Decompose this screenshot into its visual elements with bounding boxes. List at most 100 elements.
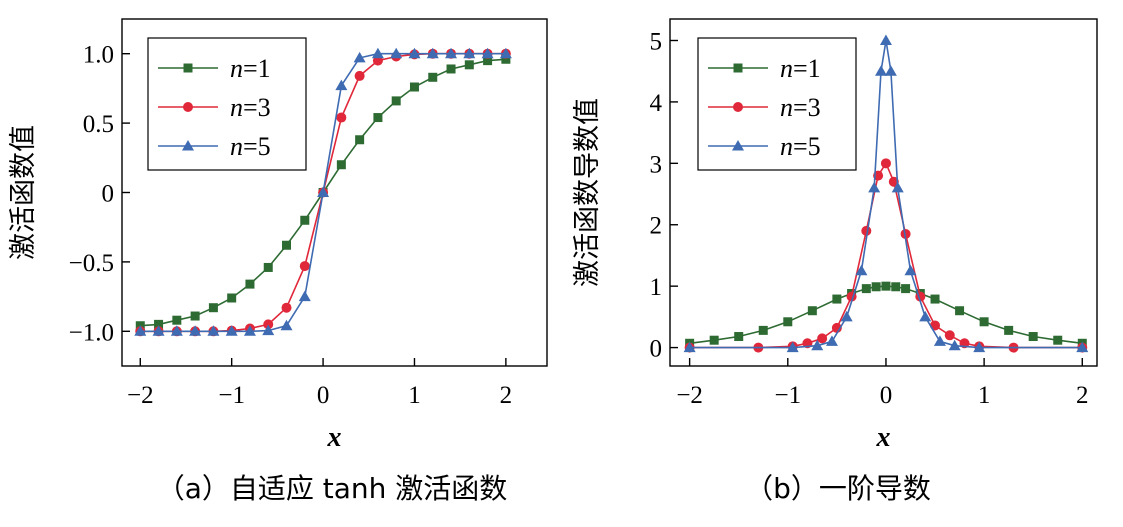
- legend-box: [697, 37, 857, 171]
- data-point: [948, 339, 961, 351]
- legend-marker: [182, 140, 194, 151]
- data-point: [1076, 341, 1089, 353]
- data-point: [868, 181, 881, 193]
- data-point: [955, 306, 965, 316]
- x-tick-label: −2: [676, 382, 703, 409]
- data-point: [683, 341, 696, 353]
- legend-label: n=5: [780, 132, 821, 161]
- data-point: [134, 325, 147, 336]
- data-point: [189, 325, 202, 336]
- y-tick-label: 1.0: [83, 42, 114, 69]
- axis-frame: [669, 18, 1098, 367]
- data-point: [734, 332, 744, 342]
- data-point: [904, 264, 917, 276]
- legend-label: n=3: [230, 93, 271, 122]
- data-point: [875, 65, 888, 76]
- data-point: [263, 262, 273, 272]
- data-point: [243, 325, 256, 336]
- data-point: [919, 310, 932, 322]
- data-point: [208, 303, 218, 313]
- data-point: [428, 72, 438, 82]
- data-point: [891, 181, 904, 193]
- y-tick-label: −0.5: [69, 250, 114, 277]
- legend-marker: [733, 63, 743, 73]
- data-point: [408, 47, 421, 59]
- y-tick-label: 0.5: [83, 111, 114, 138]
- data-point: [1028, 332, 1038, 342]
- data-point: [786, 341, 799, 353]
- data-point: [901, 284, 911, 294]
- data-point: [817, 333, 828, 344]
- y-tick-label: 0: [102, 181, 115, 208]
- data-point: [170, 325, 183, 336]
- data-point: [172, 315, 182, 325]
- data-point: [353, 51, 366, 63]
- y-tick-label: 1: [650, 274, 663, 301]
- data-point: [409, 82, 419, 92]
- data-point: [225, 325, 238, 336]
- legend-marker: [732, 140, 744, 151]
- data-point: [280, 319, 293, 331]
- data-point: [861, 225, 872, 236]
- y-tick-label: 2: [650, 213, 663, 240]
- y-tick-label: 5: [650, 28, 663, 55]
- data-point: [871, 282, 881, 292]
- legend: n=1 n=3 n=5: [697, 37, 857, 171]
- data-point: [930, 294, 940, 304]
- data-point: [832, 294, 842, 304]
- data-point: [855, 264, 868, 276]
- legend-marker: [183, 102, 193, 112]
- data-point: [282, 240, 292, 250]
- data-point: [880, 158, 891, 169]
- data-point: [207, 325, 220, 336]
- data-point: [354, 70, 365, 81]
- legend-label: n=1: [780, 54, 821, 83]
- data-point: [464, 60, 474, 70]
- data-point: [263, 319, 274, 330]
- data-point: [884, 65, 897, 76]
- data-point: [933, 335, 946, 346]
- series-n=5: [683, 34, 1089, 353]
- data-point: [881, 281, 891, 291]
- data-point: [1053, 335, 1063, 345]
- data-point: [299, 261, 310, 272]
- data-point: [227, 293, 237, 303]
- data-point: [335, 79, 348, 91]
- x-tick-label: −1: [774, 382, 801, 409]
- data-point: [825, 335, 838, 346]
- legend-box: [147, 37, 307, 171]
- data-point: [463, 47, 476, 59]
- data-point: [481, 47, 494, 59]
- x-axis-label: x: [876, 422, 891, 453]
- data-point: [336, 160, 346, 170]
- data-point: [861, 284, 871, 294]
- data-point: [426, 47, 439, 59]
- y-tick-label: −1.0: [69, 319, 114, 346]
- data-point: [483, 56, 493, 66]
- chart-caption: （b）一阶导数: [745, 472, 931, 505]
- x-tick-label: −2: [127, 382, 154, 409]
- data-point: [298, 290, 311, 302]
- x-tick-label: 2: [1076, 382, 1089, 409]
- data-point: [888, 176, 899, 187]
- chart-panel-a: −1.0 −0.5 0 0.5 1.0 −2 −1 0 1 2 n=1 n=3 n=5 激活函数值 x （a）…: [8, 18, 548, 505]
- data-point: [245, 279, 255, 289]
- data-point: [336, 112, 347, 123]
- y-axis-label: 激活函数值: [8, 125, 39, 260]
- data-point: [390, 47, 403, 59]
- data-point: [262, 324, 275, 336]
- data-point: [973, 341, 986, 353]
- data-point: [355, 135, 365, 145]
- x-tick-label: 1: [978, 382, 991, 409]
- data-point: [190, 311, 200, 321]
- legend: n=1 n=3 n=5: [147, 37, 307, 171]
- x-tick-label: 0: [880, 382, 893, 409]
- data-point: [371, 47, 384, 59]
- data-point: [501, 54, 511, 64]
- x-tick-label: 1: [408, 382, 421, 409]
- axis-frame: [121, 18, 548, 367]
- y-axis-label: 激活函数导数值: [572, 98, 603, 287]
- series-n=5: [134, 47, 512, 336]
- data-point: [811, 339, 824, 351]
- data-point: [840, 310, 853, 322]
